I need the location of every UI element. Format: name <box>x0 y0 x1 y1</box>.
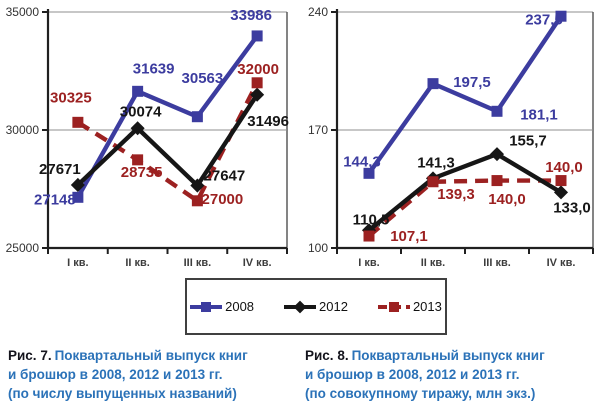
legend-item-2008: 2008 <box>190 299 254 315</box>
legend-item-2012: 2012 <box>284 299 348 315</box>
series-2008-marker <box>555 10 567 22</box>
data-label: 27647 <box>204 168 246 185</box>
legend-marker-2013 <box>377 301 410 312</box>
x-category-label: II кв. <box>125 257 150 269</box>
series-2008-marker <box>491 105 503 117</box>
series-2008-marker <box>72 191 84 203</box>
series-2012-line <box>367 151 563 233</box>
data-label: 31639 <box>133 61 175 78</box>
x-category-label: III кв. <box>483 257 511 269</box>
series-2013-marker <box>251 77 263 89</box>
data-label: 30074 <box>120 103 162 120</box>
y-tick-label: 240 <box>308 5 328 19</box>
legend-diamond-2012 <box>293 300 307 313</box>
y-tick-label: 35000 <box>6 5 40 19</box>
figure-8-caption-label: Рис. 8. <box>305 348 349 363</box>
series-2008-marker <box>132 85 144 97</box>
data-label: 133,0 <box>553 200 591 217</box>
figure-8-caption-line2: и брошюр в 2008, 2012 и 2013 гг. <box>305 367 520 382</box>
series-2013-line <box>367 178 561 238</box>
series-2012-marker <box>70 177 85 193</box>
data-label: 140,0 <box>545 159 583 176</box>
legend-square-2008 <box>201 301 212 312</box>
legend-marker-2012 <box>284 300 317 313</box>
data-label: 155,7 <box>509 132 547 149</box>
series-2013-marker <box>363 230 375 242</box>
data-label: 32000 <box>237 61 279 78</box>
series-2013-marker <box>427 176 439 188</box>
data-label: 30563 <box>182 70 224 87</box>
legend-square-2013 <box>388 301 399 312</box>
series-2013-marker <box>491 175 503 187</box>
figure-7-caption: Рис. 7. Поквартальный выпуск книг и брошю… <box>8 346 300 403</box>
x-category-label: III кв. <box>184 257 212 269</box>
legend-label-2013: 2013 <box>412 299 442 314</box>
figure-8-chart: 100 170 240 I кв. II кв. III кв. IV кв. 144,3 19… <box>308 5 594 269</box>
figure-7-caption-line2: и брошюр в 2008, 2012 и 2013 гг. <box>8 367 223 382</box>
y-tick-label: 25000 <box>6 241 40 255</box>
x-category-label: IV кв. <box>243 257 272 269</box>
series-2013-marker <box>555 175 567 187</box>
series-2008-marker <box>427 78 439 90</box>
figure-7-caption-line1: Поквартальный выпуск книг <box>54 348 248 363</box>
series-2012-marker <box>489 147 505 162</box>
series-2013-line <box>76 81 260 204</box>
data-label: 140,0 <box>488 191 526 208</box>
legend-label-2012: 2012 <box>319 299 348 314</box>
x-category-label: II кв. <box>421 257 446 269</box>
data-label: 31496 <box>247 113 289 130</box>
series-2013-marker <box>132 154 144 166</box>
figure-8-caption: Рис. 8. Поквартальный выпуск книг и брошю… <box>305 346 597 403</box>
series-2012-marker <box>250 87 265 102</box>
data-label: 110,5 <box>353 212 390 229</box>
legend-label-2008: 2008 <box>225 299 255 314</box>
series-2008-line <box>367 14 563 175</box>
data-label: 107,1 <box>390 228 428 245</box>
figure-7-caption-label: Рис. 7. <box>8 348 52 363</box>
data-label: 33986 <box>230 7 272 24</box>
data-label: 141,3 <box>417 155 455 172</box>
series-2008-marker <box>251 30 263 42</box>
y-tick-label: 30000 <box>6 123 40 137</box>
x-category-label: IV кв. <box>547 257 576 269</box>
data-label: 27000 <box>202 191 244 208</box>
figure-7-chart: 25000 30000 35000 I кв. II кв. III кв. IV кв. 2… <box>6 5 289 269</box>
y-tick-label: 100 <box>308 241 328 255</box>
series-2008-line <box>75 34 259 199</box>
data-label: 27148 <box>34 192 76 209</box>
data-label: 28735 <box>121 164 163 181</box>
series-2013-marker <box>72 116 84 128</box>
figure-7-caption-line3: (по числу выпущенных названий) <box>8 386 237 401</box>
series-2012-marker <box>130 121 145 136</box>
series-2012-marker <box>190 178 205 193</box>
data-label: 30325 <box>50 90 92 107</box>
data-label: 27671 <box>39 161 81 178</box>
chart-legend: 2008 2012 2013 <box>185 278 447 335</box>
x-category-label: I кв. <box>358 257 379 269</box>
legend-marker-2008 <box>190 301 223 312</box>
series-2008-marker <box>363 167 375 179</box>
figure-8-caption-line3: (по совокупному тиражу, млн экз.) <box>305 386 536 401</box>
y-tick-label: 170 <box>308 123 328 137</box>
legend-item-2013: 2013 <box>377 299 442 315</box>
series-2008-marker <box>191 111 203 123</box>
data-label: 181,1 <box>520 106 558 123</box>
data-label: 139,3 <box>437 186 475 203</box>
figure-8-caption-line1: Поквартальный выпуск книг <box>351 348 545 363</box>
series-2013-marker <box>191 195 203 207</box>
data-label: 197,5 <box>453 74 491 91</box>
data-label: 237,5 <box>525 11 563 28</box>
series-2012-line <box>76 93 259 188</box>
data-label: 144,3 <box>343 154 381 171</box>
x-category-label: I кв. <box>67 257 88 269</box>
series-2012-marker <box>553 185 569 200</box>
